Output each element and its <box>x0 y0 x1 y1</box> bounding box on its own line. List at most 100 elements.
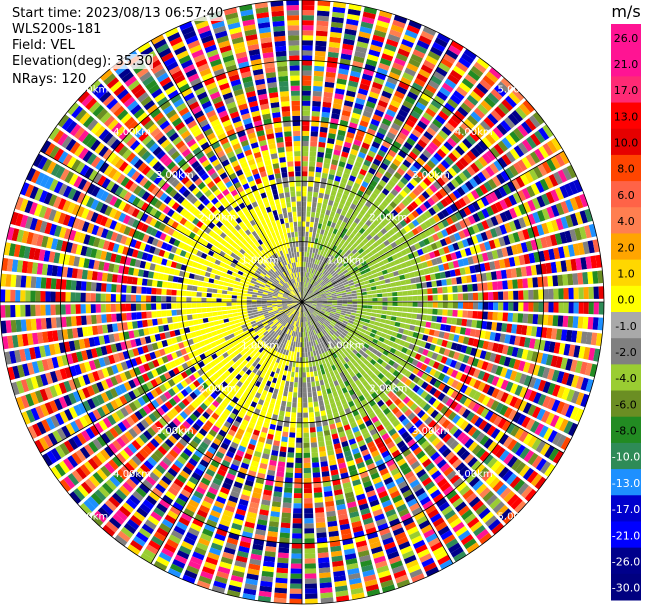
range-gate <box>572 316 579 329</box>
range-gate <box>294 483 302 489</box>
range-gate <box>289 381 294 388</box>
range-gate <box>288 391 293 398</box>
range-gate <box>521 349 529 360</box>
range-gate <box>388 71 400 81</box>
range-gate <box>412 161 422 170</box>
range-gate <box>461 78 474 89</box>
range-gate <box>352 302 358 305</box>
range-gate <box>497 102 510 115</box>
range-gate <box>411 313 418 319</box>
range-gate <box>307 277 310 283</box>
range-gate <box>544 463 556 477</box>
range-gate <box>304 508 314 514</box>
range-gate <box>274 486 283 493</box>
range-gate <box>505 268 512 279</box>
range-gate <box>277 374 283 380</box>
range-gate <box>382 328 389 334</box>
range-gate <box>593 302 599 315</box>
range-gate <box>302 347 305 353</box>
range-gate <box>442 385 451 394</box>
range-gate <box>293 356 297 363</box>
range-gate <box>399 163 409 172</box>
range-gate <box>302 5 315 11</box>
range-gate <box>362 204 370 212</box>
range-gate <box>296 417 302 423</box>
range-gate <box>383 324 390 330</box>
range-gate <box>364 248 371 254</box>
range-gate <box>347 299 353 302</box>
range-gate <box>291 543 302 549</box>
range-gate <box>304 553 316 559</box>
range-gate <box>378 260 385 267</box>
range-gate <box>304 277 306 283</box>
range-gate <box>343 261 349 267</box>
range-gate <box>416 314 423 320</box>
range-gate <box>315 283 320 288</box>
range-gate <box>345 289 352 293</box>
range-gate <box>441 316 448 324</box>
range-gate <box>318 136 327 143</box>
range-gate <box>408 191 417 200</box>
range-gate <box>354 134 364 142</box>
range-gate <box>485 229 493 240</box>
range-gate <box>376 67 388 76</box>
range-gate <box>322 300 328 302</box>
range-gate <box>474 264 481 273</box>
range-gate <box>556 371 565 384</box>
range-gate <box>445 206 454 215</box>
range-gate <box>524 337 531 348</box>
range-gate <box>359 331 365 337</box>
range-gate <box>441 365 450 374</box>
range-gate <box>309 307 315 312</box>
range-gate <box>372 298 378 302</box>
range-gate <box>454 361 462 370</box>
range-gate <box>454 110 466 121</box>
range-gate <box>310 211 316 218</box>
range-gate <box>535 180 545 193</box>
range-gate <box>328 199 334 206</box>
range-gate <box>325 272 331 277</box>
range-gate <box>319 280 325 285</box>
range-gate <box>330 270 336 275</box>
range-gate <box>304 287 306 293</box>
range-gate <box>332 327 338 332</box>
range-gate <box>386 330 393 336</box>
range-gate <box>402 296 408 301</box>
range-gate <box>317 302 323 304</box>
range-gate <box>324 214 330 221</box>
range-gate <box>433 152 443 162</box>
range-gate <box>282 431 289 438</box>
range-gate <box>338 161 346 168</box>
range-gate <box>316 265 320 271</box>
range-gate <box>569 229 578 242</box>
range-gate <box>320 250 324 256</box>
range-gate <box>541 208 551 221</box>
range-gate <box>527 363 536 375</box>
range-gate <box>302 256 304 262</box>
range-gate <box>357 36 370 44</box>
range-gate <box>347 332 353 337</box>
range-gate <box>395 113 406 123</box>
range-gate <box>440 405 449 415</box>
range-gate <box>302 35 314 41</box>
range-gate <box>445 49 459 60</box>
range-gate <box>380 354 387 361</box>
range-gate <box>518 360 526 372</box>
range-gate <box>394 259 401 265</box>
range-gate <box>311 303 317 305</box>
range-gate <box>522 361 531 373</box>
range-gate <box>311 295 316 299</box>
range-gate <box>302 0 315 6</box>
range-gate <box>350 203 357 210</box>
range-gate <box>503 291 509 300</box>
range-gate <box>411 210 420 218</box>
range-gate <box>374 334 381 340</box>
range-gate <box>303 457 311 464</box>
range-gate <box>382 140 391 149</box>
range-gate <box>379 242 386 250</box>
range-gate <box>384 43 397 52</box>
range-gate <box>369 265 376 271</box>
range-gate <box>312 287 317 292</box>
range-gate <box>509 383 519 394</box>
range-gate <box>320 293 326 296</box>
